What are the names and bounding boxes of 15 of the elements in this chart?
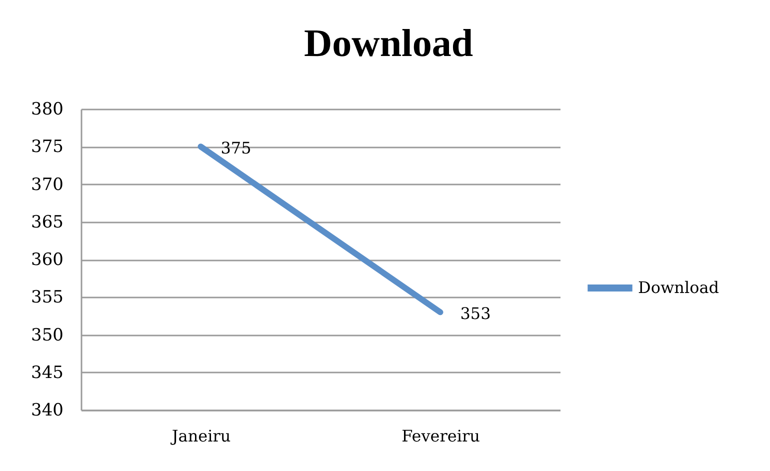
y-tick-label: 370 [31,174,64,195]
data-label: 353 [460,304,491,324]
y-tick-label: 360 [31,250,64,270]
y-tick-label: 350 [31,325,64,346]
y-tick-label: 365 [31,212,64,232]
x-tick-label: Janeiru [170,426,231,446]
y-tick-label: 375 [31,137,64,158]
y-tick-label: 380 [31,100,64,120]
legend-label: Download [638,278,719,297]
data-label: 375 [220,138,252,158]
chart-title: Download [304,22,474,65]
y-tick-label: 340 [31,400,64,420]
y-tick-label: 345 [31,362,64,383]
y-tick-label: 355 [31,288,64,308]
x-tick-label: Fevereiru [402,426,480,446]
